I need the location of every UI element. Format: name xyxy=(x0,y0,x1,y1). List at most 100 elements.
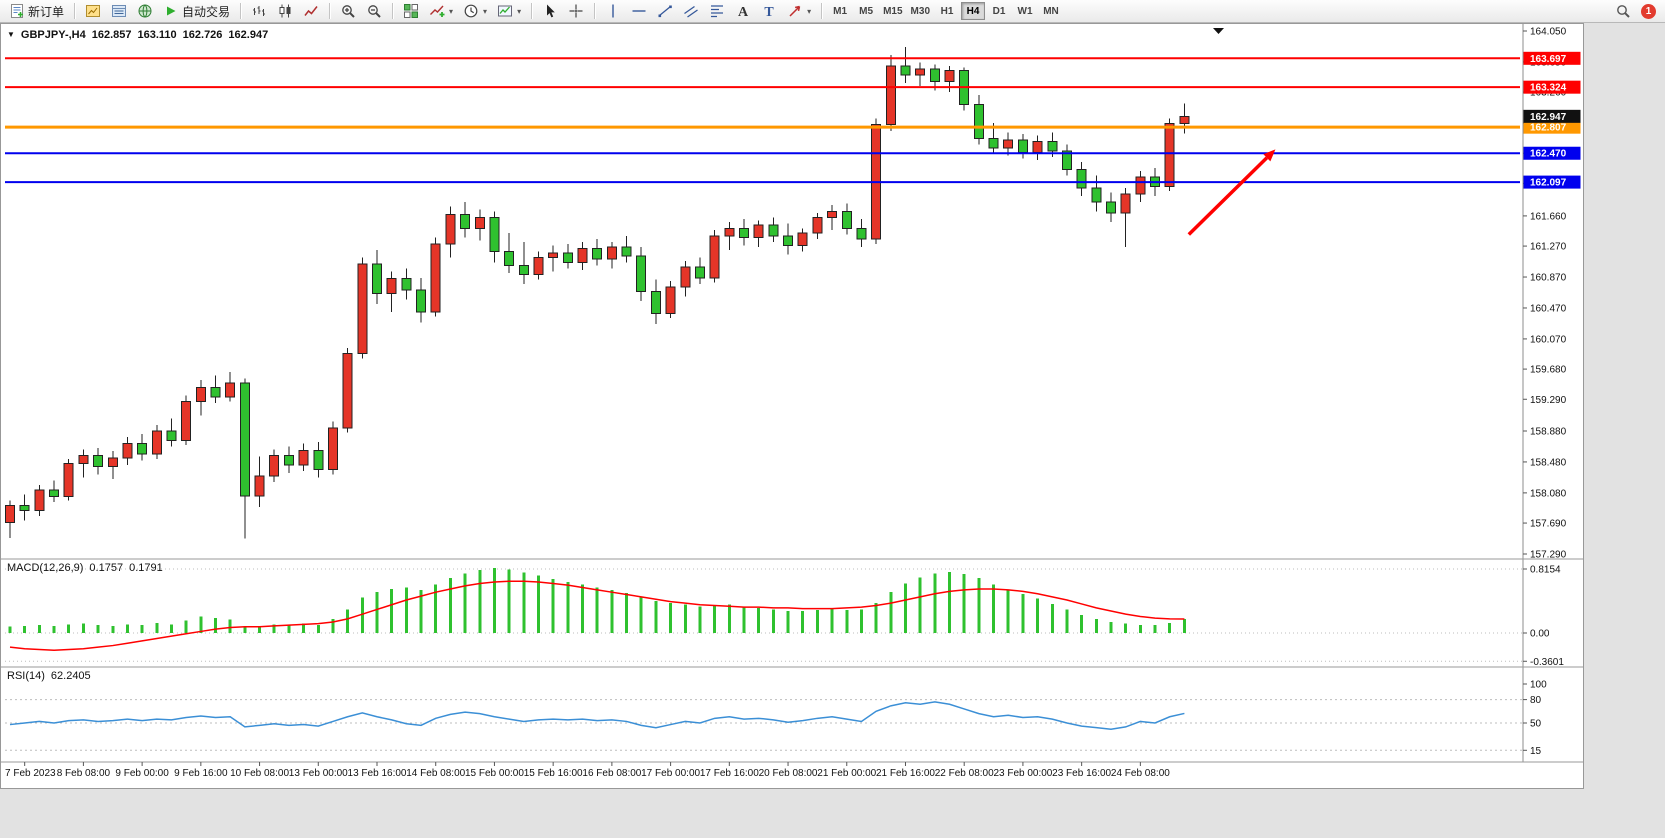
macd-indicator-label: MACD(12,26,9) 0.1757 0.1791 xyxy=(7,562,163,574)
svg-text:162.807: 162.807 xyxy=(1530,123,1567,134)
indicators-button[interactable]: ▾ xyxy=(425,1,457,21)
chart-high: 163.110 xyxy=(137,29,177,41)
indicators-icon xyxy=(429,3,445,19)
timeframe-m30-button[interactable]: M30 xyxy=(910,5,930,17)
auto-scroll-marker-icon[interactable] xyxy=(1213,28,1224,34)
horizontal-line-button[interactable] xyxy=(627,1,651,21)
line-chart-button[interactable] xyxy=(299,1,323,21)
svg-text:T: T xyxy=(764,5,774,19)
svg-text:163.324: 163.324 xyxy=(1530,83,1567,94)
svg-text:157.290: 157.290 xyxy=(1530,550,1567,561)
svg-text:13 Feb 16:00: 13 Feb 16:00 xyxy=(348,768,407,779)
svg-text:7 Feb 2023: 7 Feb 2023 xyxy=(5,768,56,779)
vertical-line-button[interactable] xyxy=(601,1,625,21)
dropdown-caret-icon: ▾ xyxy=(517,6,522,16)
timeframe-m1-button[interactable]: M1 xyxy=(833,5,848,17)
toolbar: 新订单 自动交易 ▾ ▾ ▾ A T ▾ M1 M5 M15 M30 H1 H4 D1 W1 MN 1 xyxy=(0,0,1665,23)
price-tag-163.697 xyxy=(1523,51,1581,65)
price-chart[interactable] xyxy=(5,28,1520,539)
text-button[interactable]: A xyxy=(731,1,755,21)
autotrade-button[interactable]: 自动交易 xyxy=(159,1,234,21)
shapes-button[interactable]: ▾ xyxy=(783,1,815,21)
tile-windows-button[interactable] xyxy=(399,1,423,21)
timeframe-h1-button[interactable]: H1 xyxy=(940,5,954,17)
svg-text:162.947: 162.947 xyxy=(1530,112,1567,123)
fibonacci-button[interactable] xyxy=(705,1,729,21)
macd-name: MACD(12,26,9) xyxy=(7,562,84,574)
channel-button[interactable] xyxy=(679,1,703,21)
svg-text:20 Feb 08:00: 20 Feb 08:00 xyxy=(759,768,818,779)
svg-text:15: 15 xyxy=(1530,746,1542,757)
trendline-icon xyxy=(657,3,673,19)
data-window-button[interactable] xyxy=(107,1,131,21)
svg-text:15 Feb 00:00: 15 Feb 00:00 xyxy=(465,768,524,779)
toolbar-separator xyxy=(531,3,533,19)
toolbar-separator xyxy=(240,3,242,19)
templates-button[interactable]: ▾ xyxy=(493,1,525,21)
chart-canvas[interactable]: 164.050163.650163.260162.860162.470162.0… xyxy=(1,24,1583,788)
trendline-button[interactable] xyxy=(653,1,677,21)
market-watch-button[interactable] xyxy=(81,1,105,21)
market-watch-icon xyxy=(85,3,101,19)
line-chart-icon xyxy=(303,3,319,19)
time-axis[interactable]: 7 Feb 2023 8 Feb 08:00 9 Feb 00:00 9 Feb 16… xyxy=(1,761,1583,779)
timeframe-h4-button[interactable]: H4 xyxy=(961,2,985,20)
svg-text:-0.3601: -0.3601 xyxy=(1530,657,1564,668)
svg-text:160.470: 160.470 xyxy=(1530,303,1567,314)
crosshair-button[interactable] xyxy=(564,1,588,21)
toolbar-separator xyxy=(74,3,76,19)
svg-text:160.870: 160.870 xyxy=(1530,273,1567,284)
price-axis[interactable]: 164.050163.650163.260162.860162.470162.0… xyxy=(1522,24,1581,762)
timeframe-w1-button[interactable]: W1 xyxy=(1017,5,1033,17)
price-tag-163.324 xyxy=(1523,80,1581,94)
label-button[interactable]: T xyxy=(757,1,781,21)
search-button[interactable] xyxy=(1611,1,1635,21)
timeframe-m15-button[interactable]: M15 xyxy=(883,5,903,17)
periods-button[interactable]: ▾ xyxy=(459,1,491,21)
one-click-trading-toggle-icon[interactable]: ▼ xyxy=(7,30,15,39)
navigator-button[interactable] xyxy=(133,1,157,21)
bar-chart-button[interactable] xyxy=(247,1,271,21)
svg-text:24 Feb 08:00: 24 Feb 08:00 xyxy=(1111,768,1170,779)
new-order-icon xyxy=(9,3,25,19)
zoom-in-button[interactable] xyxy=(336,1,360,21)
toolbar-separator xyxy=(392,3,394,19)
dropdown-caret-icon: ▾ xyxy=(449,6,454,16)
timeframe-mn-button[interactable]: MN xyxy=(1043,5,1059,17)
fibonacci-icon xyxy=(709,3,725,19)
svg-text:80: 80 xyxy=(1530,695,1542,706)
toolbar-separator xyxy=(594,3,596,19)
svg-text:164.050: 164.050 xyxy=(1530,27,1567,38)
new-order-button[interactable]: 新订单 xyxy=(5,1,68,21)
macd-value-main: 0.1757 xyxy=(89,562,124,574)
macd-signal-line xyxy=(9,580,1185,652)
price-tag-162.807 xyxy=(1523,120,1581,134)
timeframe-d1-button[interactable]: D1 xyxy=(992,5,1006,17)
svg-text:159.680: 159.680 xyxy=(1530,365,1567,376)
rsi-value: 62.2405 xyxy=(50,670,91,682)
bar-chart-icon xyxy=(251,3,267,19)
svg-text:162.470: 162.470 xyxy=(1530,149,1567,160)
svg-text:163.697: 163.697 xyxy=(1530,54,1567,65)
svg-text:9 Feb 00:00: 9 Feb 00:00 xyxy=(115,768,169,779)
candlestick-chart-button[interactable] xyxy=(273,1,297,21)
chart-template-icon xyxy=(497,3,513,19)
svg-text:10 Feb 08:00: 10 Feb 08:00 xyxy=(230,768,289,779)
rsi-name: RSI(14) xyxy=(7,670,45,682)
rsi-indicator-label: RSI(14) 62.2405 xyxy=(7,670,91,682)
timeframe-m5-button[interactable]: M5 xyxy=(859,5,874,17)
svg-text:15 Feb 16:00: 15 Feb 16:00 xyxy=(524,768,583,779)
notification-badge[interactable]: 1 xyxy=(1641,3,1656,19)
svg-text:161.270: 161.270 xyxy=(1530,242,1567,253)
arrow-shape-icon xyxy=(787,3,803,19)
rsi-line xyxy=(9,701,1185,730)
autotrade-button-label: 自动交易 xyxy=(182,4,231,19)
macd-histogram xyxy=(8,567,1186,633)
chart-window[interactable]: 164.050163.650163.260162.860162.470162.0… xyxy=(0,23,1584,789)
annotation-arrow[interactable] xyxy=(1187,149,1276,236)
svg-text:8 Feb 08:00: 8 Feb 08:00 xyxy=(57,768,111,779)
cursor-button[interactable] xyxy=(538,1,562,21)
rsi-panel: 100 80 50 15 xyxy=(1,666,1583,757)
zoom-out-button[interactable] xyxy=(362,1,386,21)
new-order-button-label: 新订单 xyxy=(28,4,65,19)
